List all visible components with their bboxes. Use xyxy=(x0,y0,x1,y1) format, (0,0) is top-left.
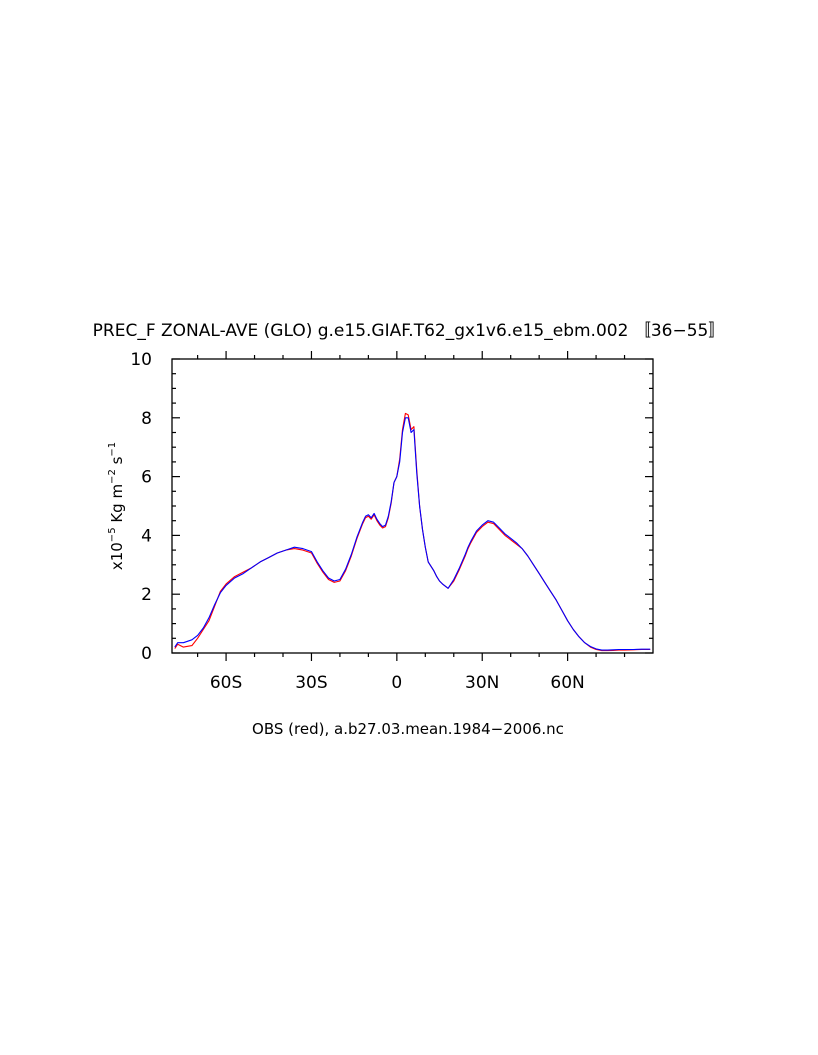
y-label-unit2: s xyxy=(108,456,126,469)
y-tick-label: 2 xyxy=(141,585,152,605)
y-tick-label: 6 xyxy=(141,468,152,488)
y-label-exp: −5 xyxy=(107,527,118,542)
y-tick-label: 4 xyxy=(141,526,152,546)
y-tick-label: 10 xyxy=(130,350,152,370)
y-label-prefix: x10 xyxy=(108,542,126,570)
plot-frame xyxy=(171,358,654,654)
chart-title: PREC_F ZONAL-AVE (GLO) g.e15.GIAF.T62_gx… xyxy=(93,321,726,341)
x-tick-label: 60N xyxy=(550,673,584,693)
y-label-unit1: Kg m xyxy=(108,484,126,528)
x-tick-label: 30N xyxy=(465,673,499,693)
y-tick-label: 8 xyxy=(141,409,152,429)
y-axis-label: x10−5 Kg m−2 s−1 xyxy=(107,442,126,570)
y-label-unit2-exp: −1 xyxy=(107,442,118,457)
x-tick-label: 0 xyxy=(391,673,402,693)
x-axis-label: OBS (red), a.b27.03.mean.1984−2006.nc xyxy=(252,720,564,738)
series-line-1 xyxy=(174,417,651,651)
plot-area xyxy=(171,358,654,654)
x-tick-label: 30S xyxy=(295,673,327,693)
series-layer xyxy=(174,412,651,652)
series-line-0 xyxy=(174,412,651,652)
x-tick-label: 60S xyxy=(210,673,242,693)
axis-ticks: 0 2 4 6 8 10 60S 30S 0 30N 60N xyxy=(130,350,653,693)
y-tick-label: 0 xyxy=(141,644,152,664)
y-label-unit1-exp: −2 xyxy=(107,469,118,484)
